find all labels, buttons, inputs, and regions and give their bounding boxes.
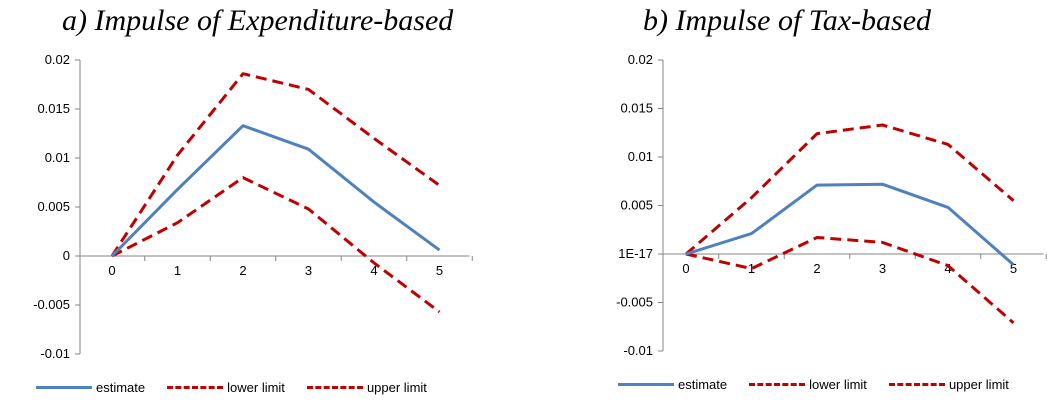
legend-swatch <box>618 383 674 386</box>
series-line-estimate <box>110 124 441 258</box>
x-tick-label: 5 <box>436 263 443 278</box>
legend-label: estimate <box>96 380 146 395</box>
legend-item: upper limit <box>306 380 427 395</box>
legend-swatch <box>749 383 806 386</box>
legend-label: upper limit <box>366 380 427 395</box>
x-tick-label: 0 <box>682 261 689 276</box>
x-tick-label: 4 <box>370 263 377 278</box>
x-tick-label: 4 <box>944 261 951 276</box>
chart-title: b) Impulse of Tax-based <box>643 4 932 37</box>
y-tick-label: 0.015 <box>620 101 653 116</box>
legend-item: lower limit <box>749 377 867 392</box>
x-tick-label: 3 <box>879 261 886 276</box>
legend-item: estimate <box>36 380 145 395</box>
series-line-estimate <box>685 182 1015 266</box>
y-tick-label: -0.005 <box>33 297 70 312</box>
legend-swatch <box>36 386 92 389</box>
legend-item: lower limit <box>167 380 285 395</box>
legend-item: upper limit <box>888 377 1009 392</box>
legend: estimate lower limit upper limit <box>618 377 1031 392</box>
x-tick-label: 3 <box>305 263 312 278</box>
legend-swatch <box>888 383 945 386</box>
legend-label: estimate <box>678 377 728 392</box>
y-tick-label: -0.005 <box>616 295 653 310</box>
x-tick-label: 2 <box>813 261 820 276</box>
legend-label: lower limit <box>809 377 867 392</box>
y-tick-label: -0.01 <box>40 346 70 361</box>
y-tick-label: 0.02 <box>45 52 70 67</box>
chart-title: a) Impulse of Expenditure-based <box>62 4 454 37</box>
legend-label: lower limit <box>227 380 285 395</box>
x-tick-label: 0 <box>108 263 115 278</box>
y-tick-label: 0.02 <box>628 52 653 67</box>
series-line-upper-limit <box>685 123 1015 256</box>
y-tick-label: 0.015 <box>37 101 70 116</box>
series-line-lower-limit <box>111 176 441 314</box>
legend-swatch <box>167 386 224 389</box>
x-tick-label: 1 <box>174 263 181 278</box>
legend-swatch <box>306 386 363 389</box>
y-tick-label: 0.01 <box>45 150 70 165</box>
y-tick-label: 0.005 <box>620 198 653 213</box>
y-tick-label: 0.005 <box>37 199 70 214</box>
x-tick-label: 5 <box>1010 261 1017 276</box>
legend-label: upper limit <box>948 377 1009 392</box>
x-tick-label: 1 <box>748 261 755 276</box>
y-tick-label: 0.01 <box>628 149 653 164</box>
y-tick-label: 0 <box>63 248 70 263</box>
y-tick-label: 1E-17 <box>618 246 653 261</box>
legend: estimate lower limit upper limit <box>36 380 449 395</box>
y-tick-label: -0.01 <box>623 343 653 358</box>
series-line-upper-limit <box>110 72 441 257</box>
x-tick-label: 2 <box>239 263 246 278</box>
legend-item: estimate <box>618 377 727 392</box>
series-line-lower-limit <box>685 236 1015 325</box>
